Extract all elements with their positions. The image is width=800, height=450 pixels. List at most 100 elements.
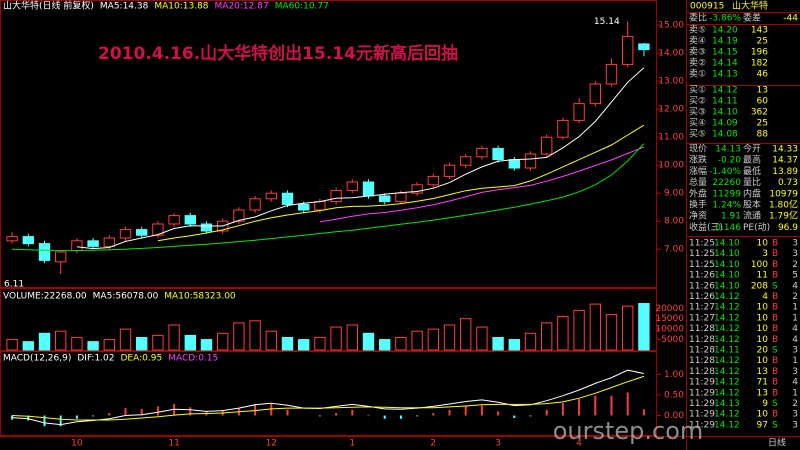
order-volume: 46: [757, 70, 769, 80]
candle-body: [119, 229, 132, 239]
trade-count: 4: [792, 324, 798, 334]
candle-body: [298, 203, 310, 211]
trade-count: 4: [792, 335, 798, 345]
candle-body: [622, 35, 634, 65]
legend-entry: MACD:0.15: [168, 354, 218, 364]
trade-price: 14.12: [714, 410, 740, 420]
y-tick-label: 0.50: [664, 390, 684, 400]
field-value: -0.20: [718, 156, 742, 166]
order-label: 卖④: [689, 36, 706, 47]
candle-body: [541, 136, 553, 155]
trade-side: S: [772, 399, 778, 409]
field-value: 1.91: [721, 212, 741, 222]
trade-volume: 10: [757, 303, 769, 313]
x-tick-label: 10: [71, 439, 83, 449]
candle-body: [6, 236, 18, 242]
field-label: 涨幅: [689, 165, 707, 177]
ma-line: [12, 369, 644, 426]
volume-bar: [119, 328, 132, 351]
y-tick-label: 15.00: [658, 21, 684, 31]
order-price: 14.11: [712, 97, 738, 107]
annotation: 15.14: [594, 17, 620, 27]
volume-bar: [103, 339, 115, 351]
legend-entry: DEA:0.95: [121, 354, 163, 364]
candle-body: [605, 63, 618, 85]
order-price: 14.13: [712, 70, 738, 80]
ma-line: [12, 143, 645, 252]
trade-side: B: [772, 356, 778, 366]
x-tick-label: 2: [430, 439, 436, 449]
candle-body: [152, 223, 164, 236]
annotation: 2010.4.16.山大华特创出15.14元新高后回抽: [98, 43, 458, 64]
field-label: PE(动): [743, 222, 770, 233]
candle-body: [395, 192, 407, 203]
trade-time: 11:28: [689, 335, 715, 345]
tab[interactable]: 日线: [768, 437, 786, 449]
y-tick-label: 15000: [655, 314, 684, 324]
y-tick-label: 14.00: [658, 49, 684, 59]
trade-time: 11:27: [689, 303, 715, 313]
trade-count: 2: [792, 260, 798, 270]
trade-count: 1: [792, 313, 798, 323]
trade-time: 11:25: [689, 239, 715, 249]
field-label: 量比: [743, 176, 761, 188]
trade-volume: 10: [757, 324, 769, 334]
volume-bar: [71, 336, 83, 351]
trade-volume: 10: [757, 410, 769, 420]
ma-line: [157, 124, 645, 242]
candle-body: [492, 147, 504, 161]
order-label: 买④: [689, 118, 706, 129]
trade-price: 14.12: [714, 367, 740, 377]
trade-time: 11:27: [689, 313, 715, 323]
candle-body: [508, 159, 520, 169]
trade-price: 14.11: [714, 346, 740, 356]
trade-time: 11:28: [689, 367, 715, 377]
volume-bar: [55, 330, 67, 351]
volume-bar: [589, 303, 601, 351]
trade-time: 11:26: [689, 271, 715, 281]
volume-bar: [524, 332, 537, 351]
order-price: 14.08: [712, 130, 738, 140]
volume-bar: [281, 336, 294, 351]
trade-volume: 4: [762, 292, 768, 302]
candle-body: [638, 43, 650, 51]
trade-volume: 3: [762, 249, 768, 259]
trade-time: 11:29: [689, 378, 715, 388]
candle-body: [249, 198, 261, 211]
trade-time: 11:25: [689, 260, 715, 270]
field-value: -3.86%: [709, 14, 741, 24]
stock-name: 山大华特: [732, 0, 768, 12]
legend-entry: MA20:12.87: [215, 2, 269, 12]
candle-body: [524, 153, 537, 169]
trade-volume: 10: [757, 239, 769, 249]
trade-price: 14.12: [714, 378, 740, 388]
order-volume: 13: [757, 86, 768, 96]
field-label: 委差: [743, 12, 761, 24]
ma-line: [319, 146, 645, 223]
field-value: 1.80亿: [769, 199, 798, 211]
legend-entry: MA5:56078.00: [93, 292, 159, 302]
order-label: 卖①: [689, 69, 706, 80]
trade-time: 11:28: [689, 324, 715, 334]
candle-body: [71, 240, 83, 252]
field-label: 最低: [743, 165, 761, 177]
candle-body: [362, 181, 375, 197]
volume-bar: [346, 324, 358, 351]
order-label: 买⑤: [689, 129, 706, 140]
trade-volume: 97: [757, 420, 768, 430]
legend-entry: MA10:58323.00: [164, 292, 236, 302]
volume-bar: [638, 303, 650, 351]
order-volume: 362: [751, 108, 768, 118]
field-value: 0.146: [715, 223, 741, 233]
y-tick-label: 0.00: [664, 411, 684, 421]
candle-body: [589, 83, 601, 105]
trade-side: B: [772, 303, 778, 313]
volume-bar: [38, 332, 51, 351]
order-label: 卖⑤: [689, 25, 706, 36]
candle-body: [557, 119, 569, 138]
order-volume: 88: [757, 130, 769, 140]
volume-bar: [622, 305, 634, 351]
volume-bar: [362, 332, 375, 351]
volume-bar: [136, 336, 148, 351]
trade-volume: 11: [757, 271, 768, 281]
